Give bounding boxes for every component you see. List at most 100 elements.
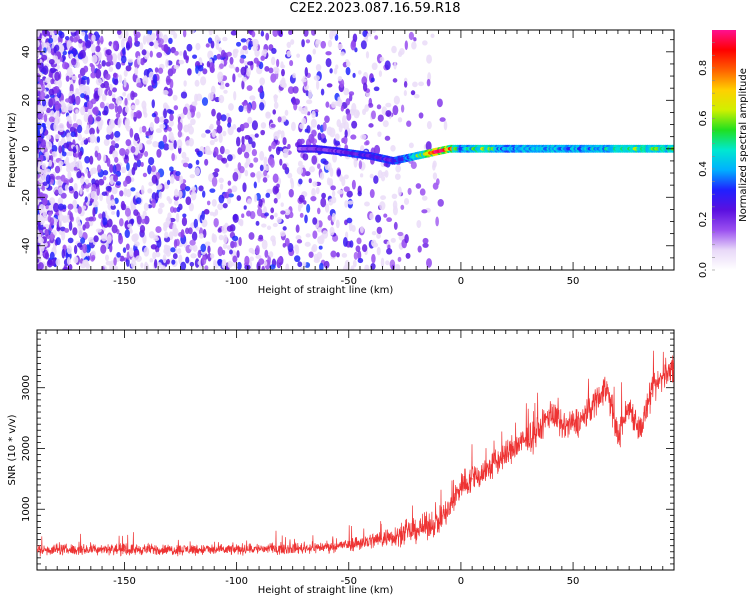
noise-speckle <box>139 224 146 234</box>
noise-speckle <box>415 183 422 189</box>
snr-data-point <box>56 548 58 550</box>
noise-speckle <box>181 216 188 227</box>
noise-speckle <box>105 260 111 266</box>
noise-speckle <box>147 164 152 175</box>
noise-speckle <box>111 93 116 98</box>
noise-speckle <box>61 248 66 259</box>
snr-data-point <box>594 399 597 401</box>
noise-speckle <box>248 43 252 51</box>
noise-speckle <box>191 186 197 192</box>
noise-speckle <box>314 38 320 49</box>
noise-speckle <box>130 104 136 110</box>
noise-speckle <box>240 38 247 43</box>
noise-speckle <box>408 142 414 149</box>
noise-speckle <box>94 179 100 188</box>
snr-data-point <box>101 548 103 550</box>
noise-speckle <box>37 258 40 263</box>
noise-speckle <box>329 127 336 138</box>
noise-speckle <box>426 78 431 87</box>
snr-data-point <box>79 549 81 551</box>
noise-speckle <box>345 98 351 106</box>
noise-speckle <box>284 109 289 116</box>
noise-speckle <box>373 175 379 184</box>
noise-speckle <box>422 237 429 244</box>
noise-speckle <box>232 255 238 263</box>
noise-speckle <box>135 98 140 106</box>
noise-speckle <box>280 61 284 69</box>
noise-speckle <box>105 61 112 67</box>
noise-speckle <box>79 187 83 195</box>
noise-speckle <box>282 137 287 146</box>
noise-speckle <box>170 174 175 185</box>
noise-speckle <box>238 165 245 174</box>
noise-speckle <box>213 137 219 142</box>
noise-speckle <box>222 59 228 66</box>
noise-speckle <box>226 245 231 250</box>
noise-speckle <box>122 247 127 254</box>
snr-x-axis-label: Height of straight line (km) <box>258 585 394 596</box>
noise-speckle <box>115 96 123 105</box>
noise-speckle <box>306 54 312 63</box>
noise-speckle <box>112 164 117 175</box>
noise-speckle <box>217 76 222 84</box>
noise-speckle <box>188 125 195 135</box>
noise-speckle <box>187 111 192 120</box>
noise-speckle <box>297 261 303 268</box>
noise-speckle <box>322 230 329 239</box>
noise-speckle <box>184 156 190 163</box>
spectrogram-y-tick-label: -20 <box>21 189 32 205</box>
noise-speckle <box>67 102 74 111</box>
noise-speckle <box>170 136 175 143</box>
noise-speckle <box>146 139 153 145</box>
noise-speckle <box>115 112 121 119</box>
noise-speckle <box>96 164 102 173</box>
noise-speckle <box>276 58 280 68</box>
noise-speckle <box>305 90 309 97</box>
noise-speckle <box>97 86 103 97</box>
noise-speckle <box>224 148 230 155</box>
noise-speckle <box>426 54 433 64</box>
noise-speckle <box>58 145 63 154</box>
noise-speckle <box>249 95 256 101</box>
noise-speckle <box>304 241 311 247</box>
noise-speckle <box>55 237 61 246</box>
noise-speckle <box>162 134 168 144</box>
noise-speckle <box>397 186 402 197</box>
noise-speckle <box>371 231 377 236</box>
noise-speckle <box>330 185 336 191</box>
noise-speckle <box>395 164 402 173</box>
noise-speckle <box>205 43 210 48</box>
noise-speckle <box>410 90 416 96</box>
noise-speckle <box>68 119 73 125</box>
noise-speckle <box>80 175 85 185</box>
noise-speckle <box>269 214 275 220</box>
noise-speckle <box>117 105 123 114</box>
noise-speckle <box>386 248 393 255</box>
noise-speckle <box>60 192 67 199</box>
noise-speckle <box>163 108 167 119</box>
noise-speckle <box>343 135 348 145</box>
noise-speckle <box>127 58 133 63</box>
noise-speckle <box>385 260 390 266</box>
noise-speckle <box>149 121 154 132</box>
noise-speckle <box>39 91 46 101</box>
noise-speckle <box>222 36 228 42</box>
spectrogram-y-tick-label: 20 <box>21 94 32 107</box>
noise-speckle <box>404 234 409 244</box>
noise-speckle <box>174 188 179 198</box>
noise-speckle <box>159 31 163 40</box>
noise-speckle <box>435 216 439 227</box>
noise-speckle <box>320 197 327 208</box>
noise-speckle <box>299 123 305 129</box>
noise-speckle <box>244 49 249 55</box>
noise-speckle <box>54 118 59 126</box>
noise-speckle <box>311 155 318 165</box>
noise-speckle <box>56 64 60 70</box>
noise-speckle <box>240 143 246 153</box>
noise-speckle <box>83 65 89 73</box>
noise-speckle <box>57 54 61 59</box>
noise-speckle <box>410 161 417 169</box>
noise-speckle <box>37 113 44 119</box>
noise-speckle <box>123 77 127 88</box>
noise-speckle <box>316 207 321 215</box>
